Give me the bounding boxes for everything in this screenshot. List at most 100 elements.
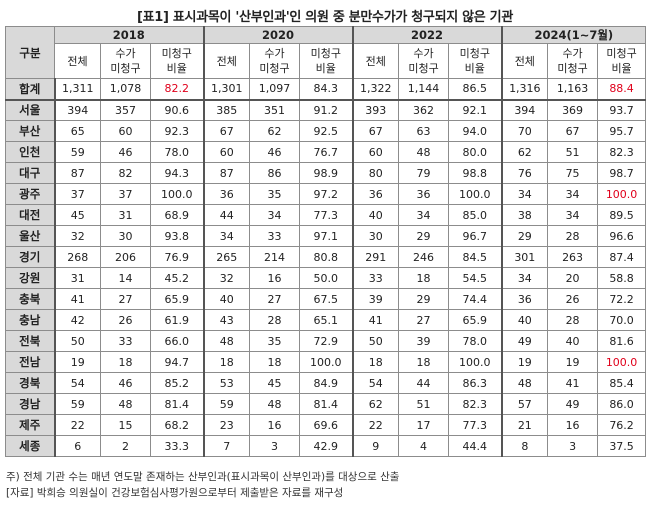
value-cell: 34 [249,204,300,226]
value-cell: 1,078 [100,78,151,101]
value-cell: 77.3 [298,204,354,226]
value-cell: 41 [547,372,599,394]
region-cell: 경남 [5,393,55,415]
value-cell: 84.9 [298,372,354,394]
year-header-2020: 2020 [202,26,354,44]
col-header-line: 비율 [315,62,336,75]
col-header-unclaimed: 수가 미청구 [100,43,151,79]
value-cell: 3 [547,435,599,457]
value-cell: 59 [202,393,250,415]
value-cell: 6 [53,435,101,457]
value-cell: 29 [398,288,450,310]
value-cell: 69.6 [298,414,354,436]
value-cell: 37.5 [597,435,647,457]
value-cell: 85.0 [448,204,503,226]
value-cell: 265 [202,246,250,268]
value-cell: 46 [100,372,151,394]
value-cell: 100.0 [448,351,503,373]
value-cell: 31 [100,204,151,226]
table-row: 대구 87 82 94.3 87 86 98.9 80 79 98.8 76 75 98.7 [5,162,647,184]
table-row: 광주 37 37 100.0 36 35 97.2 36 36 100.0 34 34 100.0 [5,183,647,205]
value-cell: 16 [249,414,300,436]
value-cell: 75 [547,162,599,184]
value-cell: 48 [249,393,300,415]
value-cell: 40 [547,330,599,352]
col-header-total: 전체 [54,43,101,79]
table-row: 전북 50 33 66.0 48 35 72.9 50 39 78.0 49 40 81.6 [5,330,647,352]
value-cell: 36 [351,183,400,205]
value-cell: 88.4 [597,78,647,101]
value-cell: 76.2 [597,414,647,436]
value-cell: 93.7 [597,99,647,121]
value-cell: 42.9 [298,435,354,457]
value-cell: 1,322 [351,78,400,101]
value-cell: 100.0 [597,183,647,205]
value-cell: 86.3 [448,372,503,394]
region-cell: 충북 [5,288,55,310]
value-cell: 84.5 [448,246,503,268]
value-cell: 98.9 [298,162,354,184]
value-cell: 65 [53,120,101,142]
table-body: 합계 1,311 1,078 82.2 1,301 1,097 84.3 1,322 1,144… [5,78,647,457]
value-cell: 32 [53,225,101,247]
table-row: 세종 6 2 33.3 7 3 42.9 9 4 44.4 8 3 37.5 [5,435,647,457]
col-header-unclaimed: 수가 미청구 [398,43,450,79]
value-cell: 36 [202,183,250,205]
value-cell: 93.8 [150,225,204,247]
value-cell: 357 [100,99,151,121]
value-cell: 7 [202,435,250,457]
value-cell: 33.3 [150,435,204,457]
value-cell: 351 [249,99,300,121]
value-cell: 65.1 [298,309,354,331]
col-header-line: 미청구 [557,62,588,75]
value-cell: 1,097 [249,78,300,101]
table-row: 충남 42 26 61.9 43 28 65.1 41 27 65.9 40 28 70.0 [5,309,647,331]
value-cell: 84.3 [298,78,354,101]
value-cell: 36 [500,288,549,310]
value-cell: 74.4 [448,288,503,310]
value-cell: 94.0 [448,120,503,142]
table-row: 울산 32 30 93.8 34 33 97.1 30 29 96.7 29 28 96.6 [5,225,647,247]
value-cell: 32 [202,267,250,289]
value-cell: 26 [100,309,151,331]
value-cell: 1,316 [500,78,549,101]
value-cell: 100.0 [298,351,354,373]
value-cell: 34 [547,183,599,205]
value-cell: 206 [100,246,151,268]
value-cell: 78.0 [150,141,204,163]
value-cell: 4 [398,435,450,457]
value-cell: 60 [100,120,151,142]
col-header-unclaimed: 수가 미청구 [249,43,300,79]
value-cell: 51 [398,393,450,415]
year-header-2018: 2018 [54,26,204,44]
value-cell: 86.0 [597,393,647,415]
value-cell: 268 [53,246,101,268]
value-cell: 16 [547,414,599,436]
value-cell: 35 [249,330,300,352]
year-header-2024: 2024(1~7월) [500,26,647,44]
value-cell: 44 [398,372,450,394]
table-row: 경남 59 48 81.4 59 48 81.4 62 51 82.3 57 49 86.0 [5,393,647,415]
value-cell: 95.7 [597,120,647,142]
table-row: 부산 65 60 92.3 67 62 92.5 67 63 94.0 70 67 95.7 [5,120,647,142]
value-cell: 48 [398,141,450,163]
value-cell: 50.0 [298,267,354,289]
value-cell: 29 [500,225,549,247]
value-cell: 31 [53,267,101,289]
col-header-unclaimed: 수가 미청구 [547,43,599,79]
col-header-line: 미청구 [606,47,637,60]
value-cell: 97.1 [298,225,354,247]
value-cell: 62 [500,141,549,163]
value-cell: 44 [202,204,250,226]
region-cell: 전북 [5,330,55,352]
value-cell: 81.6 [597,330,647,352]
value-cell: 50 [53,330,101,352]
table-row: 경기 268 206 76.9 265 214 80.8 291 246 84.5 301 263 87… [5,246,647,268]
table-row: 서울 394 357 90.6 385 351 91.2 393 362 92.1 394 369 93… [5,99,647,121]
stats-table: 구분 2018 2020 2022 2024(1~7월) 전체 수가 미청구 미청구 비… [5,26,647,457]
value-cell: 27 [100,288,151,310]
value-cell: 94.3 [150,162,204,184]
value-cell: 37 [100,183,151,205]
value-cell: 49 [500,330,549,352]
category-header: 구분 [5,26,55,79]
